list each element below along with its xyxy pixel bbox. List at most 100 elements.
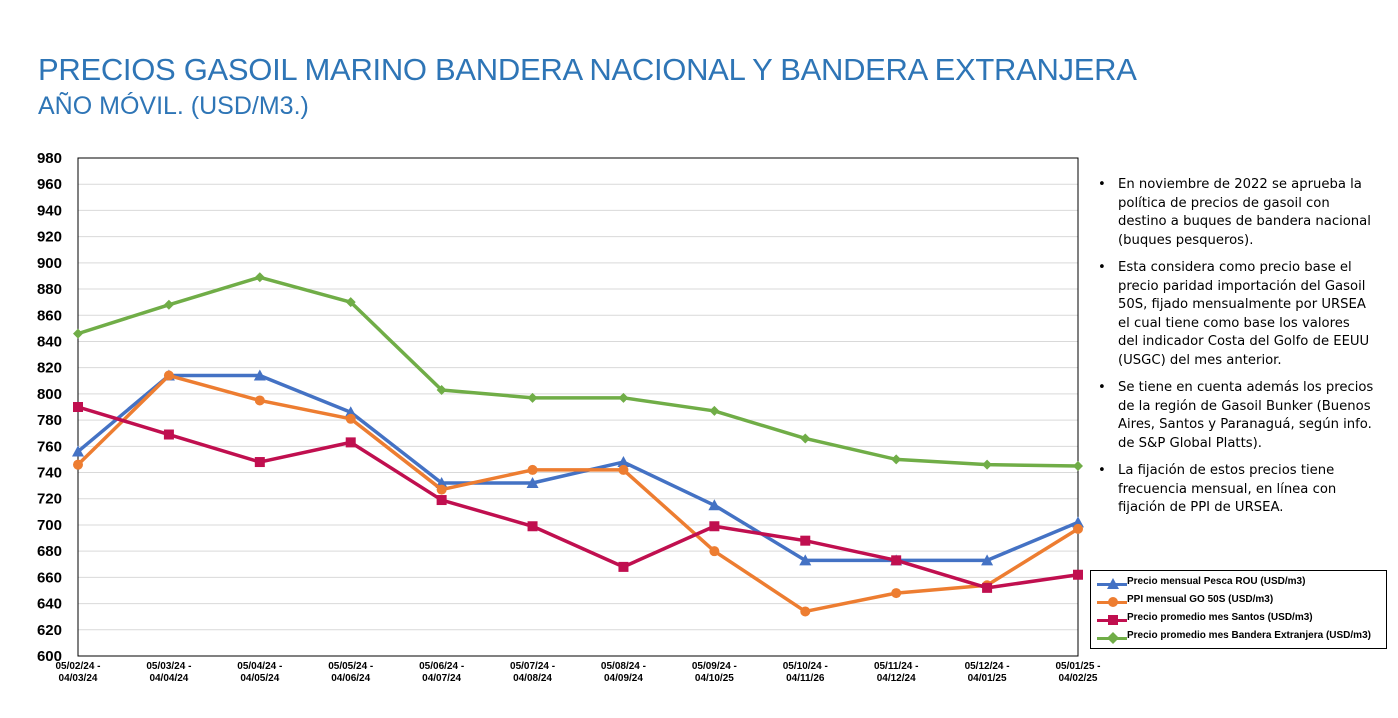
legend-label: PPI mensual GO 50S (USD/m3) <box>1127 594 1274 605</box>
data-point <box>800 535 811 546</box>
data-point <box>618 464 629 475</box>
data-point <box>254 457 265 468</box>
data-point <box>708 499 721 511</box>
x-tick-label: 05/08/24 -04/09/24 <box>601 661 646 684</box>
data-point <box>709 546 720 557</box>
y-tick-label: 780 <box>37 412 62 429</box>
y-tick-label: 700 <box>37 517 62 534</box>
x-tick-label: 05/11/24 -04/12/24 <box>874 661 918 684</box>
data-point <box>618 561 629 572</box>
y-tick-label: 920 <box>37 229 62 246</box>
diamond-marker-icon <box>1107 632 1119 644</box>
y-tick-label: 980 <box>37 150 62 167</box>
y-tick-label: 720 <box>37 491 62 508</box>
data-point <box>436 484 447 495</box>
y-tick-label: 660 <box>37 569 62 586</box>
data-point <box>800 606 811 617</box>
circle-marker-icon <box>1108 597 1118 607</box>
legend-item-pesca: Precio mensual Pesca ROU (USD/m3) <box>1091 574 1386 592</box>
data-point <box>709 521 720 532</box>
y-tick-label: 640 <box>37 596 62 613</box>
y-tick-label: 900 <box>37 255 62 272</box>
x-tick-label: 05/01/25 -04/02/25 <box>1055 661 1100 684</box>
triangle-marker-icon <box>1107 578 1119 589</box>
y-tick-label: 740 <box>37 465 62 482</box>
data-point <box>72 445 84 457</box>
note-item: En noviembre de 2022 se aprueba la polít… <box>1096 176 1374 250</box>
data-point <box>344 406 357 418</box>
data-point <box>73 402 83 412</box>
data-point <box>891 454 902 465</box>
y-tick-label: 680 <box>37 543 62 560</box>
data-point <box>254 395 265 406</box>
legend-item-santos: Precio promedio mes Santos (USD/m3) <box>1091 610 1386 628</box>
x-tick-label: 05/09/24 -04/10/25 <box>692 661 737 684</box>
data-point <box>1073 523 1083 534</box>
page-title: PRECIOS GASOIL MARINO BANDERA NACIONAL Y… <box>38 52 1137 87</box>
data-point <box>982 582 993 593</box>
data-point <box>800 433 811 444</box>
data-point <box>345 437 356 448</box>
data-point <box>982 459 993 470</box>
data-point <box>1073 460 1083 471</box>
x-tick-label: 05/06/24 -04/07/24 <box>419 661 464 684</box>
y-tick-label: 800 <box>37 386 62 403</box>
data-point <box>345 413 356 424</box>
data-point <box>799 554 812 566</box>
data-point <box>163 370 174 381</box>
data-point <box>891 588 902 599</box>
data-point <box>527 464 538 475</box>
x-tick-label: 05/03/24 -04/04/24 <box>146 661 191 684</box>
y-tick-label: 860 <box>37 307 62 324</box>
x-tick-label: 05/04/24 -04/05/24 <box>237 661 282 684</box>
x-tick-label: 05/12/24 -04/01/25 <box>965 661 1010 684</box>
legend-item-ppi: PPI mensual GO 50S (USD/m3) <box>1091 592 1386 610</box>
series-line <box>77 275 1079 468</box>
data-point <box>73 328 83 339</box>
y-tick-label: 940 <box>37 202 62 219</box>
data-point <box>527 521 538 532</box>
data-point <box>1072 516 1084 528</box>
data-point <box>254 272 265 283</box>
series-line <box>76 373 1079 614</box>
y-tick-label: 960 <box>37 176 62 193</box>
legend-label: Precio mensual Pesca ROU (USD/m3) <box>1127 576 1306 587</box>
square-marker-icon <box>1108 615 1118 625</box>
note-item: Esta considera como precio base el preci… <box>1096 259 1374 370</box>
plot-area-border <box>77 157 1079 657</box>
data-point <box>527 392 538 403</box>
data-point <box>618 392 629 403</box>
data-point <box>253 369 266 381</box>
x-tick-label: 05/05/24 -04/06/24 <box>328 661 373 684</box>
note-item: La fijación de estos precios tiene frecu… <box>1096 462 1374 518</box>
data-point <box>1073 569 1083 580</box>
y-tick-label: 760 <box>37 438 62 455</box>
y-tick-label: 820 <box>37 360 62 377</box>
legend-label: Precio promedio mes Santos (USD/m3) <box>1127 612 1313 623</box>
x-tick-label: 05/02/24 -04/03/24 <box>55 661 100 684</box>
data-point <box>617 456 630 468</box>
data-point <box>436 384 447 395</box>
data-point <box>73 459 83 470</box>
note-item: Se tiene en cuenta además los precios de… <box>1096 379 1374 453</box>
x-tick-label: 05/10/24 -04/11/26 <box>783 661 828 684</box>
data-point <box>709 405 720 416</box>
legend-label: Precio promedio mes Bandera Extranjera (… <box>1127 630 1371 641</box>
data-point <box>526 477 539 489</box>
notes-list: En noviembre de 2022 se aprueba la polít… <box>1096 176 1374 527</box>
data-point <box>163 429 174 440</box>
chart-legend: Precio mensual Pesca ROU (USD/m3) PPI me… <box>1090 570 1387 649</box>
data-point <box>345 297 356 308</box>
series-line <box>77 405 1079 590</box>
data-point <box>891 555 902 566</box>
page-subtitle: AÑO MÓVIL. (USD/M3.) <box>38 92 309 120</box>
y-tick-label: 600 <box>37 648 62 665</box>
data-point <box>163 299 174 310</box>
legend-item-extranjera: Precio promedio mes Bandera Extranjera (… <box>1091 628 1386 646</box>
x-tick-label: 05/07/24 -04/08/24 <box>510 661 555 684</box>
data-point <box>436 495 447 506</box>
data-point <box>981 554 994 566</box>
y-tick-label: 880 <box>37 281 62 298</box>
series-line <box>76 373 1079 563</box>
